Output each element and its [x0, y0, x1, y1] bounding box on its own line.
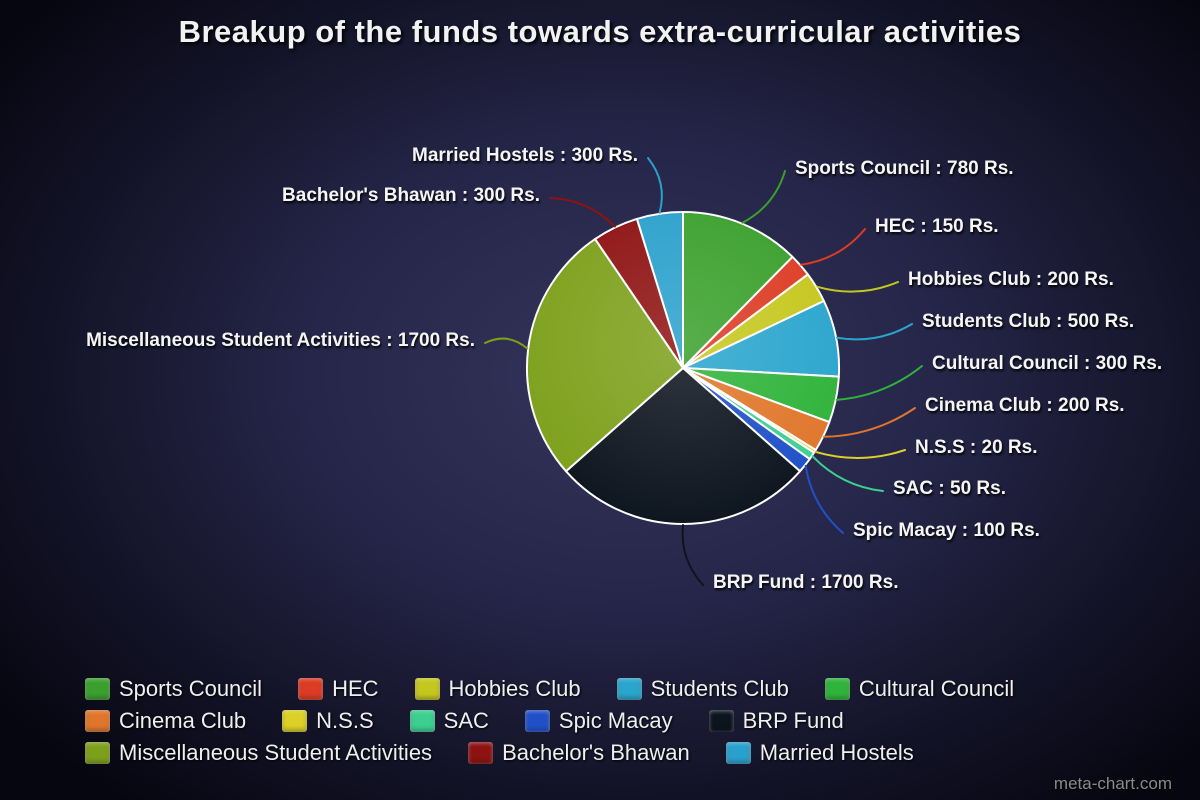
- leader-line-married-hostels: [647, 157, 663, 214]
- legend-label: Sports Council: [119, 676, 263, 701]
- legend-label: BRP Fund: [742, 708, 844, 733]
- legend-item-hobbies-club: Hobbies Club: [414, 676, 581, 702]
- leader-line-sports-council: [741, 170, 786, 224]
- legend-label: Hobbies Club: [448, 676, 581, 701]
- legend-swatch-miscellaneous-student-activities: [85, 742, 110, 764]
- legend-item-hec: HEC: [298, 676, 379, 702]
- legend-label: Bachelor's Bhawan: [502, 740, 690, 765]
- legend-label: Miscellaneous Student Activities: [119, 740, 433, 765]
- legend-item-students-club: Students Club: [616, 676, 789, 702]
- pie-slices-group: [525, 210, 841, 526]
- leader-line-cinema-club: [823, 407, 916, 438]
- legend-label: SAC: [443, 708, 489, 733]
- leader-line-n-s-s: [814, 449, 906, 459]
- legend-label: Cinema Club: [119, 708, 247, 733]
- leader-line-spic-macay: [804, 464, 844, 534]
- legend-swatch-hobbies-club: [414, 678, 440, 700]
- leader-line-bachelor-s-bhawan: [549, 197, 616, 228]
- legend-row: Sports Council HEC Hobbies Club Students Cl…: [85, 676, 1014, 702]
- legend-item-sports-council: Sports Council: [85, 676, 262, 702]
- legend-item-cultural-council: Cultural Council: [824, 676, 1015, 702]
- legend-item-spic-macay: Spic Macay: [524, 708, 673, 734]
- legend-label: N.S.S: [316, 708, 374, 733]
- legend-swatch-hec: [298, 678, 324, 700]
- leader-line-hec: [800, 228, 866, 266]
- legend-row: Cinema Club N.S.S SAC Spic Macay BRP Fund: [85, 708, 1014, 734]
- leader-line-students-club: [836, 323, 913, 341]
- legend-item-bachelor-s-bhawan: Bachelor's Bhawan: [468, 740, 690, 766]
- legend-swatch-cinema-club: [85, 710, 110, 732]
- leader-line-brp-fund: [681, 524, 704, 586]
- leader-line-sac: [811, 455, 884, 492]
- legend-swatch-n-s-s: [282, 710, 308, 732]
- legend-item-n-s-s: N.S.S: [282, 708, 374, 734]
- watermark: meta-chart.com: [1053, 774, 1172, 793]
- legend-item-married-hostels: Married Hostels: [725, 740, 914, 766]
- legend-label: Students Club: [650, 676, 789, 701]
- legend-row: Miscellaneous Student Activities Bachelor…: [85, 740, 1014, 766]
- legend-label: Married Hostels: [759, 740, 914, 765]
- legend-item-brp-fund: BRP Fund: [708, 708, 844, 734]
- legend-swatch-cultural-council: [824, 678, 850, 700]
- leader-line-cultural-council: [835, 365, 923, 401]
- legend-item-miscellaneous-student-activities: Miscellaneous Student Activities: [85, 740, 432, 766]
- legend-label: Spic Macay: [558, 708, 673, 733]
- legend-swatch-spic-macay: [524, 710, 550, 732]
- legend-item-sac: SAC: [409, 708, 489, 734]
- leader-line-hobbies-club: [816, 281, 899, 293]
- legend-label: Cultural Council: [858, 676, 1015, 701]
- leader-lines-group: [484, 157, 923, 586]
- legend-swatch-sac: [409, 710, 435, 732]
- legend-label: HEC: [332, 676, 379, 701]
- leader-line-miscellaneous-student-activities: [484, 337, 529, 350]
- legend-swatch-married-hostels: [725, 742, 751, 764]
- pie-sheen: [529, 214, 837, 522]
- chart-title: Breakup of the funds towards extra-curri…: [178, 14, 1022, 49]
- legend-swatch-bachelor-s-bhawan: [468, 742, 494, 764]
- legend-swatch-brp-fund: [708, 710, 734, 732]
- legend-swatch-students-club: [616, 678, 642, 700]
- legend: Sports Council HEC Hobbies Club Students Cl…: [85, 676, 1014, 772]
- legend-swatch-sports-council: [85, 678, 110, 700]
- legend-item-cinema-club: Cinema Club: [85, 708, 246, 734]
